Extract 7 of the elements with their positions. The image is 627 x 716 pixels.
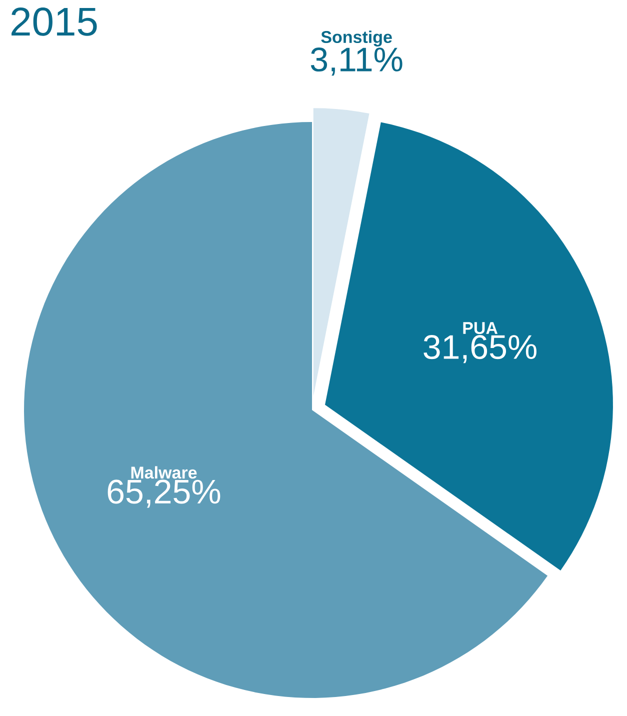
data-label: 65,25%	[108, 480, 220, 508]
data-label: 3,11%	[310, 47, 402, 76]
slice-label: PUA	[463, 322, 498, 334]
slice-label: Sonstige	[321, 30, 392, 46]
slice-label: Malware	[131, 466, 197, 479]
chart-title: 2015	[12, 8, 97, 36]
data-label: 31,65%	[424, 335, 536, 364]
